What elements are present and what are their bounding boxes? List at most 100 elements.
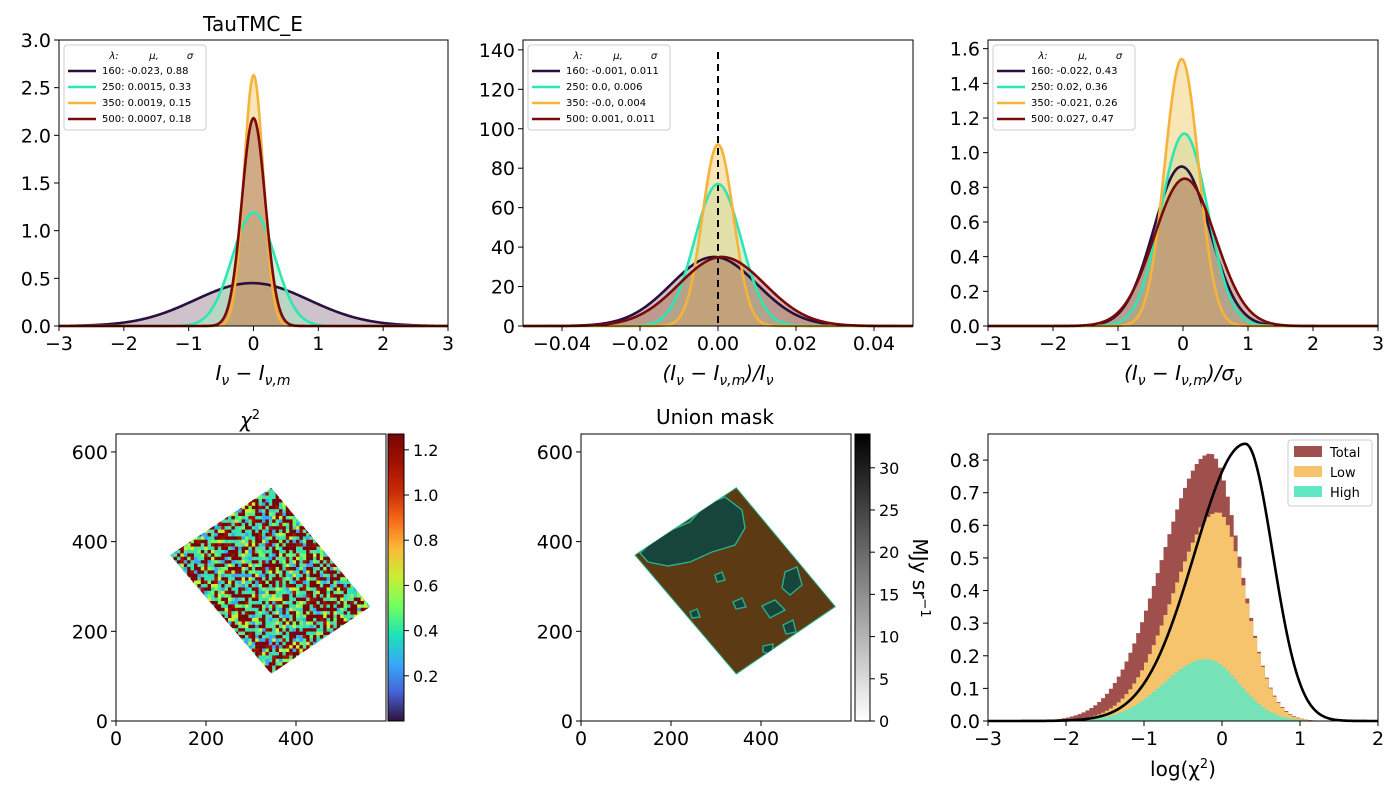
- mask-region: [714, 571, 726, 583]
- panel-1: TauTMC_E −3 −2 −1 0 1 2 3 0.0 0.5 1.0 1.5 2.0 2.5 3.0…: [21, 12, 454, 389]
- panel-1-axes: −3 −2 −1 0 1 2 3 0.0 0.5 1.0 1.5 2.0 2.5 3.0: [21, 30, 454, 355]
- fit-curve-160: [58, 281, 448, 328]
- x-tick-label: 200: [653, 728, 689, 750]
- panel-5: Union mask 0 200 400 0 200 400 600 0 5 10 15 20 25 3…: [537, 405, 932, 750]
- x-tick-label: 3: [1372, 333, 1384, 355]
- y-tick-label: 1.6: [950, 39, 980, 61]
- y-tick-label: 200: [72, 621, 108, 643]
- legend-header: σ: [651, 51, 658, 62]
- x-tick-label: 200: [188, 728, 224, 750]
- panel-6-frame: [987, 433, 1379, 722]
- y-tick-label: 140: [479, 40, 515, 62]
- legend-header: σ: [1116, 51, 1123, 62]
- colorbar-tick-label: 0: [879, 712, 889, 731]
- x-tick-label: 3: [442, 333, 454, 355]
- legend-entry-500: 500: 0.0007, 0.18: [102, 114, 191, 125]
- mask-region: [689, 608, 701, 619]
- mask-region: [639, 496, 746, 567]
- legend-header: μ,: [1077, 51, 1088, 62]
- y-tick-label: 0.5: [21, 268, 51, 290]
- y-tick-label: 400: [72, 532, 108, 554]
- union-mask-image: [634, 487, 837, 675]
- x-tick-label: −2: [1039, 333, 1067, 355]
- legend-entry-low: Low: [1330, 466, 1356, 481]
- x-tick-label: 400: [743, 728, 779, 750]
- x-tick-label: 0.04: [853, 333, 895, 355]
- legend-entry-250: 250: 0.02, 0.36: [1031, 82, 1108, 93]
- panel-4-frame: [115, 433, 387, 722]
- y-tick-label: 2.5: [21, 78, 51, 100]
- y-tick-label: 0: [96, 711, 108, 733]
- hist-high: [988, 659, 1378, 721]
- x-tick-label: −1: [1130, 728, 1158, 750]
- x-tick-label: 400: [278, 728, 314, 750]
- y-tick-label: 600: [72, 442, 108, 464]
- y-tick-label: 0.0: [950, 316, 980, 338]
- y-tick-label: 0.8: [950, 450, 980, 472]
- chi2-colorbar: [387, 433, 405, 722]
- x-tick-label: −3: [974, 728, 1002, 750]
- x-tick-label: 0: [1177, 333, 1189, 355]
- y-tick-label: 1.0: [21, 221, 51, 243]
- mask-region: [760, 599, 787, 619]
- x-tick-label: −2: [110, 333, 138, 355]
- y-tick-label: 0.6: [950, 212, 980, 234]
- panel-6-xlabel: log(χ2): [1150, 757, 1216, 781]
- x-tick-label: 0.00: [697, 333, 739, 355]
- x-tick-label: 1: [312, 333, 324, 355]
- y-tick-label: 0.0: [21, 316, 51, 338]
- y-tick-label: 60: [491, 198, 515, 220]
- legend-entry-250: 250: 0.0015, 0.33: [102, 82, 191, 93]
- mask-regions: [639, 496, 803, 655]
- legend-header: λ:: [108, 51, 118, 62]
- legend-entry-350: 350: -0.021, 0.26: [1031, 98, 1118, 109]
- y-tick-label: 0.8: [950, 177, 980, 199]
- x-tick-label: −1: [1104, 333, 1132, 355]
- y-tick-label: 200: [537, 621, 573, 643]
- x-tick-label: 0.02: [775, 333, 817, 355]
- y-tick-label: 3.0: [21, 30, 51, 52]
- y-tick-label: 120: [479, 79, 515, 101]
- y-tick-label: 0.2: [950, 646, 980, 668]
- mask-colorbar-label: MJy sr−1: [908, 538, 932, 617]
- legend-header: λ:: [1037, 51, 1047, 62]
- x-tick-label: −3: [45, 333, 73, 355]
- hist-fill-500: [523, 256, 913, 326]
- legend-entry-350: 350: 0.0019, 0.15: [102, 98, 191, 109]
- y-tick-label: 1.2: [950, 108, 980, 130]
- colorbar-tick-label: 15: [879, 585, 899, 604]
- y-tick-label: 0: [503, 316, 515, 338]
- panel-6-legend: Total Low High: [1287, 439, 1373, 507]
- colorbar-tick-label: 5: [879, 670, 889, 689]
- y-tick-label: 0.3: [950, 613, 980, 635]
- colorbar-tick-label: 20: [879, 543, 899, 562]
- legend-header: μ,: [612, 51, 623, 62]
- x-tick-label: −0.02: [611, 333, 669, 355]
- y-tick-label: 2.0: [21, 125, 51, 147]
- legend-header: σ: [187, 51, 194, 62]
- panel-4: χ2 0 200 400 0 200 400: [72, 408, 439, 750]
- legend-swatch-total: [1294, 446, 1322, 457]
- hist-fill-500: [988, 178, 1378, 326]
- legend-box: [992, 44, 1136, 131]
- legend-entry-500: 500: 0.001, 0.011: [566, 114, 655, 125]
- legend-swatch-low: [1294, 466, 1322, 477]
- y-tick-label: 1.0: [950, 143, 980, 165]
- y-tick-label: 400: [537, 532, 573, 554]
- x-tick-label: −2: [1052, 728, 1080, 750]
- legend-entry-160: 160: -0.022, 0.43: [1031, 66, 1118, 77]
- colorbar-tick-label: 25: [879, 501, 899, 520]
- legend-entry-250: 250: 0.0, 0.006: [566, 82, 643, 93]
- x-tick-label: 1: [1242, 333, 1254, 355]
- mask-region: [732, 597, 747, 610]
- panel-5-title: Union mask: [656, 405, 774, 429]
- x-tick-label: 0: [1216, 728, 1228, 750]
- y-tick-label: 0.4: [950, 247, 980, 269]
- panel-6: −3 −2 −1 0 1 2 0.0 0.1 0.2 0.3 0.4 0.5 0.6 0.7 0.8 log…: [950, 433, 1384, 781]
- colorbar-tick-label: 1.2: [413, 441, 438, 460]
- legend-box: [527, 44, 671, 131]
- legend-entry-total: Total: [1329, 446, 1360, 461]
- y-tick-label: 80: [491, 158, 515, 180]
- legend-entry-160: 160: -0.001, 0.011: [566, 66, 659, 77]
- colorbar-tick-label: 1.0: [413, 486, 438, 505]
